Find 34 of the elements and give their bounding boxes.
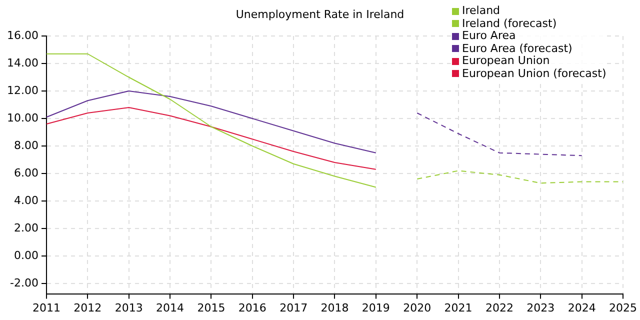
y-tick-label: 8.00 xyxy=(14,138,38,152)
x-tick-label: 2011 xyxy=(32,301,60,314)
legend-label: European Union xyxy=(462,54,550,68)
y-tick-label: 6.00 xyxy=(14,166,38,180)
y-tick-label: 4.00 xyxy=(14,194,38,207)
x-tick-label: 2021 xyxy=(444,301,472,314)
x-tick-label: 2013 xyxy=(114,301,143,314)
x-tick-label: 2017 xyxy=(280,301,308,314)
y-tick-label: 10.00 xyxy=(6,111,38,124)
x-tick-label: 2025 xyxy=(609,301,638,314)
x-tick-label: 2015 xyxy=(197,301,226,314)
x-tick-label: 2019 xyxy=(362,301,390,314)
chart-title: Unemployment Rate in Ireland xyxy=(236,8,404,21)
legend-label: Euro Area (forecast) xyxy=(462,42,572,55)
x-tick-label: 2014 xyxy=(156,301,184,314)
x-tick-label: 2020 xyxy=(403,301,432,314)
x-tick-label: 2024 xyxy=(568,301,596,314)
x-tick-label: 2022 xyxy=(485,301,514,314)
x-tick-label: 2018 xyxy=(320,301,349,314)
x-tick-label: 2016 xyxy=(238,301,266,314)
legend-label: Ireland (forecast) xyxy=(462,16,557,30)
y-tick-label: 0.00 xyxy=(14,248,38,262)
legend-label: Euro Area xyxy=(462,29,516,42)
line-series xyxy=(416,170,624,184)
legend-label: Ireland xyxy=(462,4,500,18)
y-tick-label: 16.00 xyxy=(6,28,38,42)
legend-label: European Union (forecast) xyxy=(462,66,606,80)
x-tick-label: 2023 xyxy=(526,301,555,314)
y-tick-label: 12.00 xyxy=(6,84,38,97)
y-tick-label: 14.00 xyxy=(6,56,38,70)
y-tick-label: 2.00 xyxy=(14,221,38,234)
line-series xyxy=(416,112,582,156)
x-tick-label: 2012 xyxy=(74,301,102,314)
y-tick-label: -2.00 xyxy=(10,276,38,290)
